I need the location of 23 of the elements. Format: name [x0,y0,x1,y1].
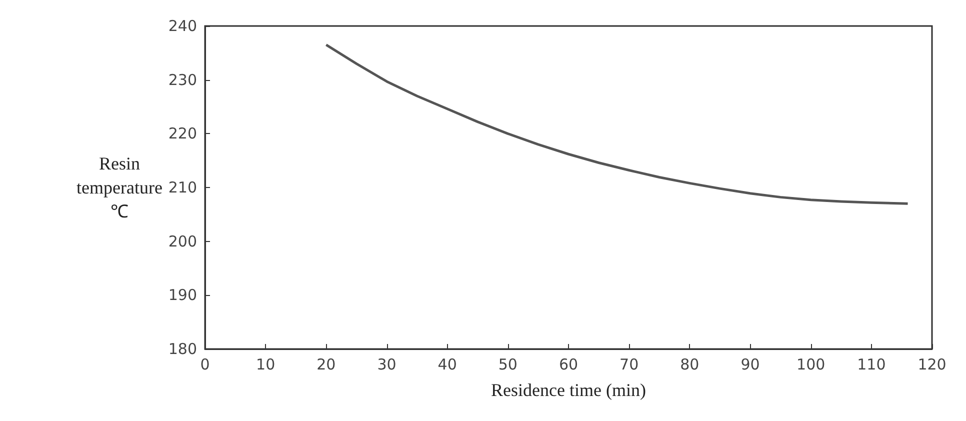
x-tick-label: 10 [256,356,276,374]
x-tick-label: 100 [796,356,826,374]
x-tick-label: 40 [438,356,457,374]
x-tick-label: 30 [377,356,396,374]
line-series [324,44,910,205]
y-tick-label: 210 [168,178,197,196]
x-tick-label: 50 [498,356,518,374]
x-tick-label: 110 [857,356,886,374]
y-tick-label: 190 [168,286,197,304]
x-tick-label: 90 [740,356,760,374]
x-axis-title: Residence time (min) [491,380,646,400]
x-tick-label: 120 [918,356,946,374]
y-tick-label: 200 [168,232,197,250]
y-tick-label: 220 [168,124,197,143]
y-tick-label: 240 [168,17,197,35]
x-tick-label: 60 [558,356,578,374]
x-tick-label: 20 [316,356,336,374]
y-axis-title: Resin temperature ℃ [76,154,162,222]
y-tick-label: 180 [168,340,197,358]
x-tick-label: 70 [620,356,639,374]
x-tick-label: 80 [680,356,700,374]
y-tick-label: 230 [168,70,197,89]
x-tick-label: 0 [200,356,210,374]
